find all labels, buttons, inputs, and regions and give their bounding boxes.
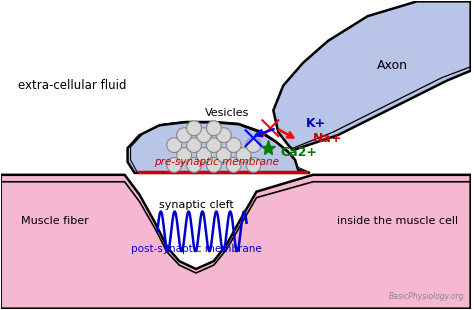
- Text: Muscle fiber: Muscle fiber: [21, 216, 89, 226]
- Text: synaptic cleft: synaptic cleft: [159, 200, 233, 210]
- Text: K+: K+: [306, 117, 326, 130]
- Circle shape: [246, 157, 261, 172]
- Circle shape: [226, 157, 241, 172]
- Circle shape: [236, 148, 251, 162]
- Circle shape: [206, 121, 221, 136]
- Circle shape: [187, 138, 201, 153]
- Polygon shape: [273, 1, 471, 150]
- Polygon shape: [0, 175, 471, 309]
- Polygon shape: [128, 122, 310, 173]
- Text: Na+: Na+: [313, 132, 343, 145]
- Circle shape: [167, 138, 182, 153]
- Text: post-synaptic membrane: post-synaptic membrane: [131, 244, 261, 254]
- Circle shape: [167, 157, 182, 172]
- Text: Vesicles: Vesicles: [205, 108, 249, 118]
- Circle shape: [216, 148, 231, 162]
- Text: extra-cellular fluid: extra-cellular fluid: [18, 79, 127, 92]
- Circle shape: [246, 138, 261, 153]
- Circle shape: [177, 128, 191, 143]
- Text: pre-synaptic membrane: pre-synaptic membrane: [155, 157, 279, 167]
- Circle shape: [197, 148, 211, 162]
- Circle shape: [177, 148, 191, 162]
- Circle shape: [197, 128, 211, 143]
- Text: BasicPhysiology.org: BasicPhysiology.org: [389, 292, 465, 301]
- Circle shape: [226, 138, 241, 153]
- Circle shape: [206, 157, 221, 172]
- Text: Axon: Axon: [377, 59, 408, 72]
- Circle shape: [216, 128, 231, 143]
- Circle shape: [206, 138, 221, 153]
- Text: inside the muscle cell: inside the muscle cell: [337, 216, 458, 226]
- Text: Ca2+: Ca2+: [280, 145, 317, 158]
- Circle shape: [187, 157, 201, 172]
- Circle shape: [187, 121, 201, 136]
